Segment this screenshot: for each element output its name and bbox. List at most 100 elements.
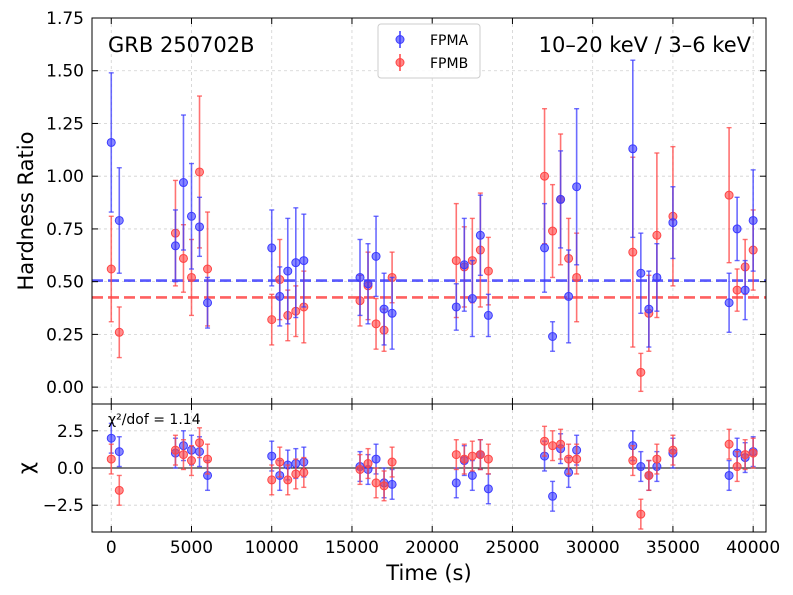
hr-point-fpma-marker xyxy=(644,304,654,314)
hr-point-fpma-marker xyxy=(178,178,188,188)
top-y-tick-label: 1.50 xyxy=(46,62,84,82)
chi-point-fpmb xyxy=(564,443,574,475)
chi-point-fpmb xyxy=(371,467,381,499)
chi-point-fpmb xyxy=(732,450,742,483)
hr-point-fpma-marker xyxy=(363,279,373,289)
hr-point-fpma xyxy=(275,266,285,327)
chi-point-fpmb xyxy=(275,446,285,478)
top-y-tick-label: 0.75 xyxy=(46,220,84,240)
chi-point-fpmb-marker xyxy=(275,457,285,467)
hr-point-fpma xyxy=(195,196,205,258)
hr-point-fpma-marker xyxy=(540,243,550,253)
hr-point-fpma-marker xyxy=(668,218,678,228)
x-tick-label: 10000 xyxy=(245,538,299,558)
hr-point-fpmb-marker xyxy=(572,272,582,282)
chi-point-fpmb xyxy=(556,428,566,460)
chi-point-fpmb xyxy=(387,446,397,478)
hr-point-fpma xyxy=(636,232,646,315)
hr-point-fpma xyxy=(644,270,654,348)
chi-point-fpmb-marker xyxy=(748,448,758,458)
chi-point-fpmb-marker xyxy=(652,454,662,464)
hr-point-fpma xyxy=(291,207,301,319)
hr-point-fpma xyxy=(724,272,734,333)
bottom-marks xyxy=(92,422,766,530)
hr-point-fpmb xyxy=(548,183,558,279)
hr-point-fpma-marker xyxy=(291,258,301,268)
chi-point-fpmb-marker xyxy=(475,450,485,460)
hr-point-fpma xyxy=(652,242,662,312)
hr-point-fpma-marker xyxy=(475,230,485,240)
chi-point-fpmb xyxy=(467,440,477,472)
chi-point-fpmb-marker xyxy=(740,450,750,460)
top-marks xyxy=(92,59,766,393)
x-tick-label: 0 xyxy=(106,538,117,558)
chi-point-fpma xyxy=(636,450,646,483)
x-tick-label: 15000 xyxy=(325,538,379,558)
top-y-tick-label: 0.50 xyxy=(46,273,84,293)
hr-point-fpma-marker xyxy=(387,308,397,318)
chi-point-fpma-marker xyxy=(106,433,116,443)
hr-point-fpmb-marker xyxy=(724,190,734,200)
chi-point-fpmb xyxy=(483,443,493,475)
chi-point-fpmb-marker xyxy=(114,485,124,495)
hr-point-fpma-marker xyxy=(628,144,638,154)
hr-point-fpma-marker xyxy=(267,243,277,253)
legend-marker-fpma-dot xyxy=(395,35,405,44)
hr-point-fpma xyxy=(283,217,293,325)
hr-point-fpma-marker xyxy=(114,215,124,225)
top-y-tick-label: 0.00 xyxy=(46,378,84,398)
hr-point-fpmb-marker xyxy=(106,264,116,274)
legend-label-fpma: FPMA xyxy=(430,33,469,49)
hr-point-fpma xyxy=(186,162,196,270)
chi-point-fpmb-marker xyxy=(572,454,582,464)
bottom-y-tick-label: −2.5 xyxy=(43,496,84,516)
hr-point-fpma xyxy=(548,321,558,352)
hr-point-fpma-marker xyxy=(548,332,558,342)
hr-point-fpmb-marker xyxy=(267,315,277,325)
hr-point-fpma xyxy=(540,202,550,293)
hr-point-fpma-marker xyxy=(483,310,493,320)
hr-point-fpma-marker xyxy=(186,211,196,221)
chi-point-fpmb xyxy=(572,443,582,475)
hr-point-fpmb xyxy=(636,352,646,393)
chi-point-fpma-marker xyxy=(483,484,493,494)
chi-point-fpmb xyxy=(291,458,301,490)
chi-point-fpmb-marker xyxy=(668,445,678,455)
legend-marker-fpmb xyxy=(395,54,405,71)
chi-point-fpmb-marker xyxy=(548,441,558,451)
chi-point-fpma-marker xyxy=(451,478,461,488)
hr-point-fpma-marker xyxy=(275,291,285,301)
chi-point-fpmb xyxy=(203,443,213,475)
x-tick-label: 25000 xyxy=(485,538,539,558)
hr-point-fpma-marker xyxy=(170,241,180,251)
chi-point-fpmb-marker xyxy=(451,450,461,460)
chi-point-fpmb-marker xyxy=(291,469,301,479)
chi2-annotation: χ²/dof = 1.14 xyxy=(108,412,201,428)
hr-point-fpma xyxy=(451,283,461,331)
chi-point-fpmb-marker xyxy=(564,454,574,464)
chi-point-fpmb xyxy=(475,439,485,471)
hr-point-fpmb xyxy=(267,293,277,346)
chi-point-fpmb xyxy=(186,444,196,477)
chi-point-fpmb xyxy=(724,428,734,460)
hr-point-fpmb-marker xyxy=(178,253,188,263)
hr-point-fpma-marker xyxy=(379,304,389,314)
hr-point-fpmb-marker xyxy=(195,167,205,177)
chi-point-fpmb-marker xyxy=(483,454,493,464)
hr-point-fpmb-marker xyxy=(636,367,646,377)
chi-point-fpmb xyxy=(451,439,461,471)
hr-point-fpma-marker xyxy=(371,251,381,261)
hr-point-fpmb xyxy=(483,236,493,306)
chi-point-fpmb xyxy=(740,439,750,471)
hr-point-fpma xyxy=(387,276,397,350)
hr-point-fpma xyxy=(267,209,277,287)
hr-point-fpma xyxy=(355,238,365,317)
bottom-y-tick-label: 0.0 xyxy=(57,459,84,479)
hr-point-fpma xyxy=(483,293,493,338)
chi-point-fpmb xyxy=(363,447,373,480)
chi-point-fpma-marker xyxy=(548,491,558,501)
hr-point-fpmb-marker xyxy=(483,266,493,276)
bottom-ticks: 0 5000 10000 15000 20000 25000 30000 35000 40000… xyxy=(43,422,780,558)
x-tick-label: 20000 xyxy=(405,538,459,558)
x-tick-label: 40000 xyxy=(726,538,780,558)
